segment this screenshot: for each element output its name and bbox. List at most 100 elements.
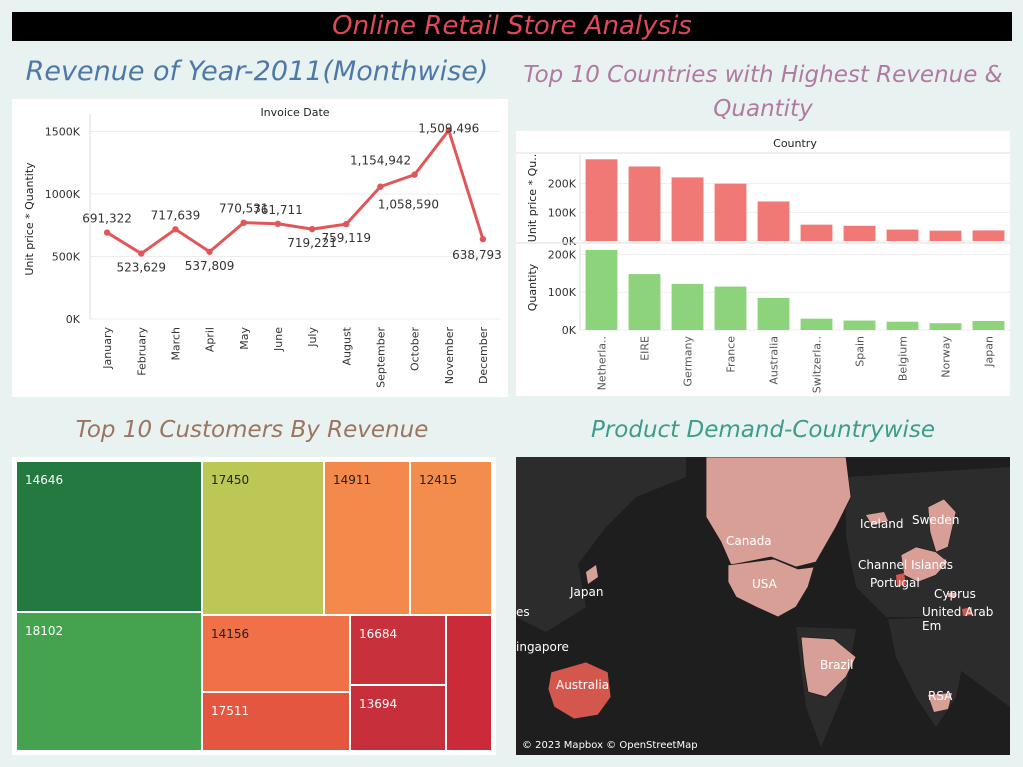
revenue-line-chart-panel: Invoice Date 0K 500K 1000K 1500K Unit price *… (12, 99, 508, 397)
revenue-data-label: 719,221 (287, 236, 337, 250)
map-label-brazil: Brazil (820, 658, 854, 672)
landmass-eurasia (846, 467, 1010, 707)
region-japan[interactable] (586, 565, 598, 584)
bar (714, 183, 747, 241)
revenue-series-line (106, 128, 485, 256)
bar-y-axis-label: Quantity (526, 263, 539, 311)
customers-treemap: 14646 18102 17450 14911 12415 14156 17511 16684… (12, 457, 496, 755)
country-tick-label: Japan (983, 336, 996, 368)
bar-y-axis-label: Unit price * Qu.. (526, 154, 539, 242)
treemap-cell-label: 14911 (333, 473, 372, 487)
landmass-africa (888, 617, 966, 727)
country-tick-label: Belgium (897, 336, 910, 381)
treemap-cell[interactable]: 18102 (16, 612, 202, 751)
bar (929, 230, 962, 241)
country-tick-label: Spain (854, 336, 867, 367)
treemap-cell[interactable]: 17450 (202, 461, 324, 615)
bar-y-tick-label: 0K (562, 235, 577, 248)
revenue-data-label: 761,711 (253, 203, 303, 217)
revenue-point (411, 171, 418, 178)
x-tick-label: January (101, 327, 114, 370)
treemap-cell-label: 17511 (211, 704, 250, 718)
bar-y-tick-label: 0K (562, 324, 577, 337)
revenue-point (103, 229, 111, 236)
x-tick-label: August (340, 326, 353, 365)
demand-map[interactable]: Iceland Sweden Canada Channel Islands Po… (516, 457, 1010, 755)
bar-chart-title: Country (773, 137, 817, 150)
countries-bar-chart: Country 0K 100K 200K Unit price * Qu.. 0K 100K… (516, 137, 1010, 393)
country-tick-label: Australia (768, 336, 781, 385)
treemap-cell-label: 14156 (211, 627, 250, 641)
revenue-point (206, 248, 213, 255)
map-label-cyprus: Cyprus (934, 587, 976, 601)
region-brazil[interactable] (800, 636, 857, 698)
revenue-point (138, 250, 145, 257)
countries-title: Top 10 Countries with Highest Revenue & … (523, 62, 1003, 122)
y-tick-label: 1000K (45, 188, 81, 201)
treemap-cell[interactable]: 14911 (324, 461, 410, 615)
region-australia[interactable] (547, 661, 612, 720)
country-tick-label: Switzerla.. (811, 336, 824, 393)
bar-y-tick-label: 100K (548, 206, 577, 219)
map-label-rsa: RSA (928, 689, 953, 703)
treemap-cell[interactable]: 12415 (410, 461, 492, 615)
region-europe[interactable] (900, 546, 949, 583)
region-cyprus[interactable] (948, 593, 956, 597)
map-label-portugal: Portugal (870, 576, 920, 590)
bar (886, 229, 919, 241)
revenue-point (172, 226, 179, 233)
y-tick-label: 500K (52, 251, 81, 264)
revenue-point (308, 225, 316, 233)
region-iceland[interactable] (866, 512, 888, 525)
revenue-data-label: 537,809 (185, 259, 235, 273)
countries-bar-chart-panel: Country 0K 100K 200K Unit price * Qu.. 0K 100K… (516, 131, 1010, 396)
customers-title: Top 10 Customers By Revenue (75, 417, 429, 443)
line-chart-title: Invoice Date (260, 106, 329, 119)
bar-y-tick-label: 200K (548, 178, 577, 191)
x-tick-label: April (204, 327, 217, 352)
bar (585, 159, 618, 241)
revenue-point (343, 220, 350, 228)
bar (929, 323, 962, 330)
treemap-cell[interactable] (446, 615, 492, 751)
region-usa[interactable] (727, 558, 815, 618)
treemap-cell-label: 14646 (25, 473, 64, 487)
treemap-cell-label: 16684 (359, 627, 398, 641)
bar (628, 166, 661, 241)
revenue-point (445, 127, 452, 134)
treemap-cell[interactable]: 14156 (202, 615, 350, 692)
region-canada[interactable] (705, 457, 852, 568)
revenue-point (240, 219, 247, 226)
world-map (516, 457, 1010, 747)
treemap-cell[interactable]: 14646 (16, 461, 202, 612)
map-label-iceland: Iceland (860, 517, 904, 531)
country-tick-label: Norway (940, 336, 953, 378)
treemap-cell-label: 18102 (25, 624, 64, 638)
revenue-line-chart: Invoice Date 0K 500K 1000K 1500K Unit price *… (23, 106, 502, 388)
region-sweden[interactable] (927, 498, 957, 553)
map-label-uae: United Arab Em (922, 605, 994, 633)
treemap-cell-label: 12415 (419, 473, 458, 487)
x-tick-label: June (272, 327, 285, 352)
map-label-canada: Canada (726, 534, 772, 548)
bar (585, 249, 618, 330)
bar (800, 318, 833, 330)
map-label-japan: Japan (570, 585, 604, 599)
region-uae[interactable] (962, 607, 972, 616)
region-rsa[interactable] (928, 693, 952, 712)
bar (972, 230, 1005, 241)
country-tick-label: Germany (682, 336, 695, 387)
bar (628, 274, 661, 330)
map-label-philippines: es (516, 605, 530, 619)
bar (757, 201, 790, 241)
x-tick-label: February (135, 327, 148, 376)
region-portugal[interactable] (896, 573, 906, 586)
treemap-cell[interactable]: 13694 (350, 685, 446, 751)
country-tick-label: Netherla.. (596, 336, 609, 390)
revenue-data-label: 1,154,942 (350, 154, 411, 168)
x-tick-label: November (443, 327, 456, 385)
treemap-cell[interactable]: 16684 (350, 615, 446, 685)
landmass-asia-west (516, 547, 586, 632)
treemap-cell[interactable]: 17511 (202, 692, 350, 751)
bar (843, 225, 876, 241)
